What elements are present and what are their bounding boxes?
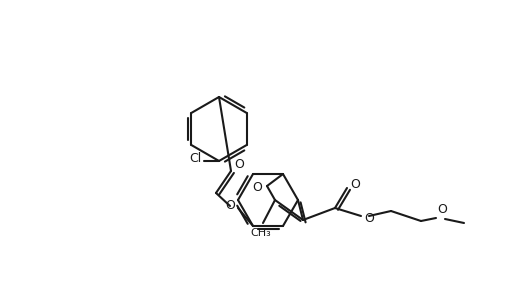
Text: O: O — [234, 158, 244, 171]
Text: O: O — [364, 212, 374, 224]
Text: O: O — [225, 199, 235, 212]
Text: CH₃: CH₃ — [251, 228, 271, 238]
Text: Cl: Cl — [189, 153, 201, 166]
Text: O: O — [437, 203, 447, 216]
Text: O: O — [252, 180, 262, 193]
Text: O: O — [350, 179, 360, 191]
